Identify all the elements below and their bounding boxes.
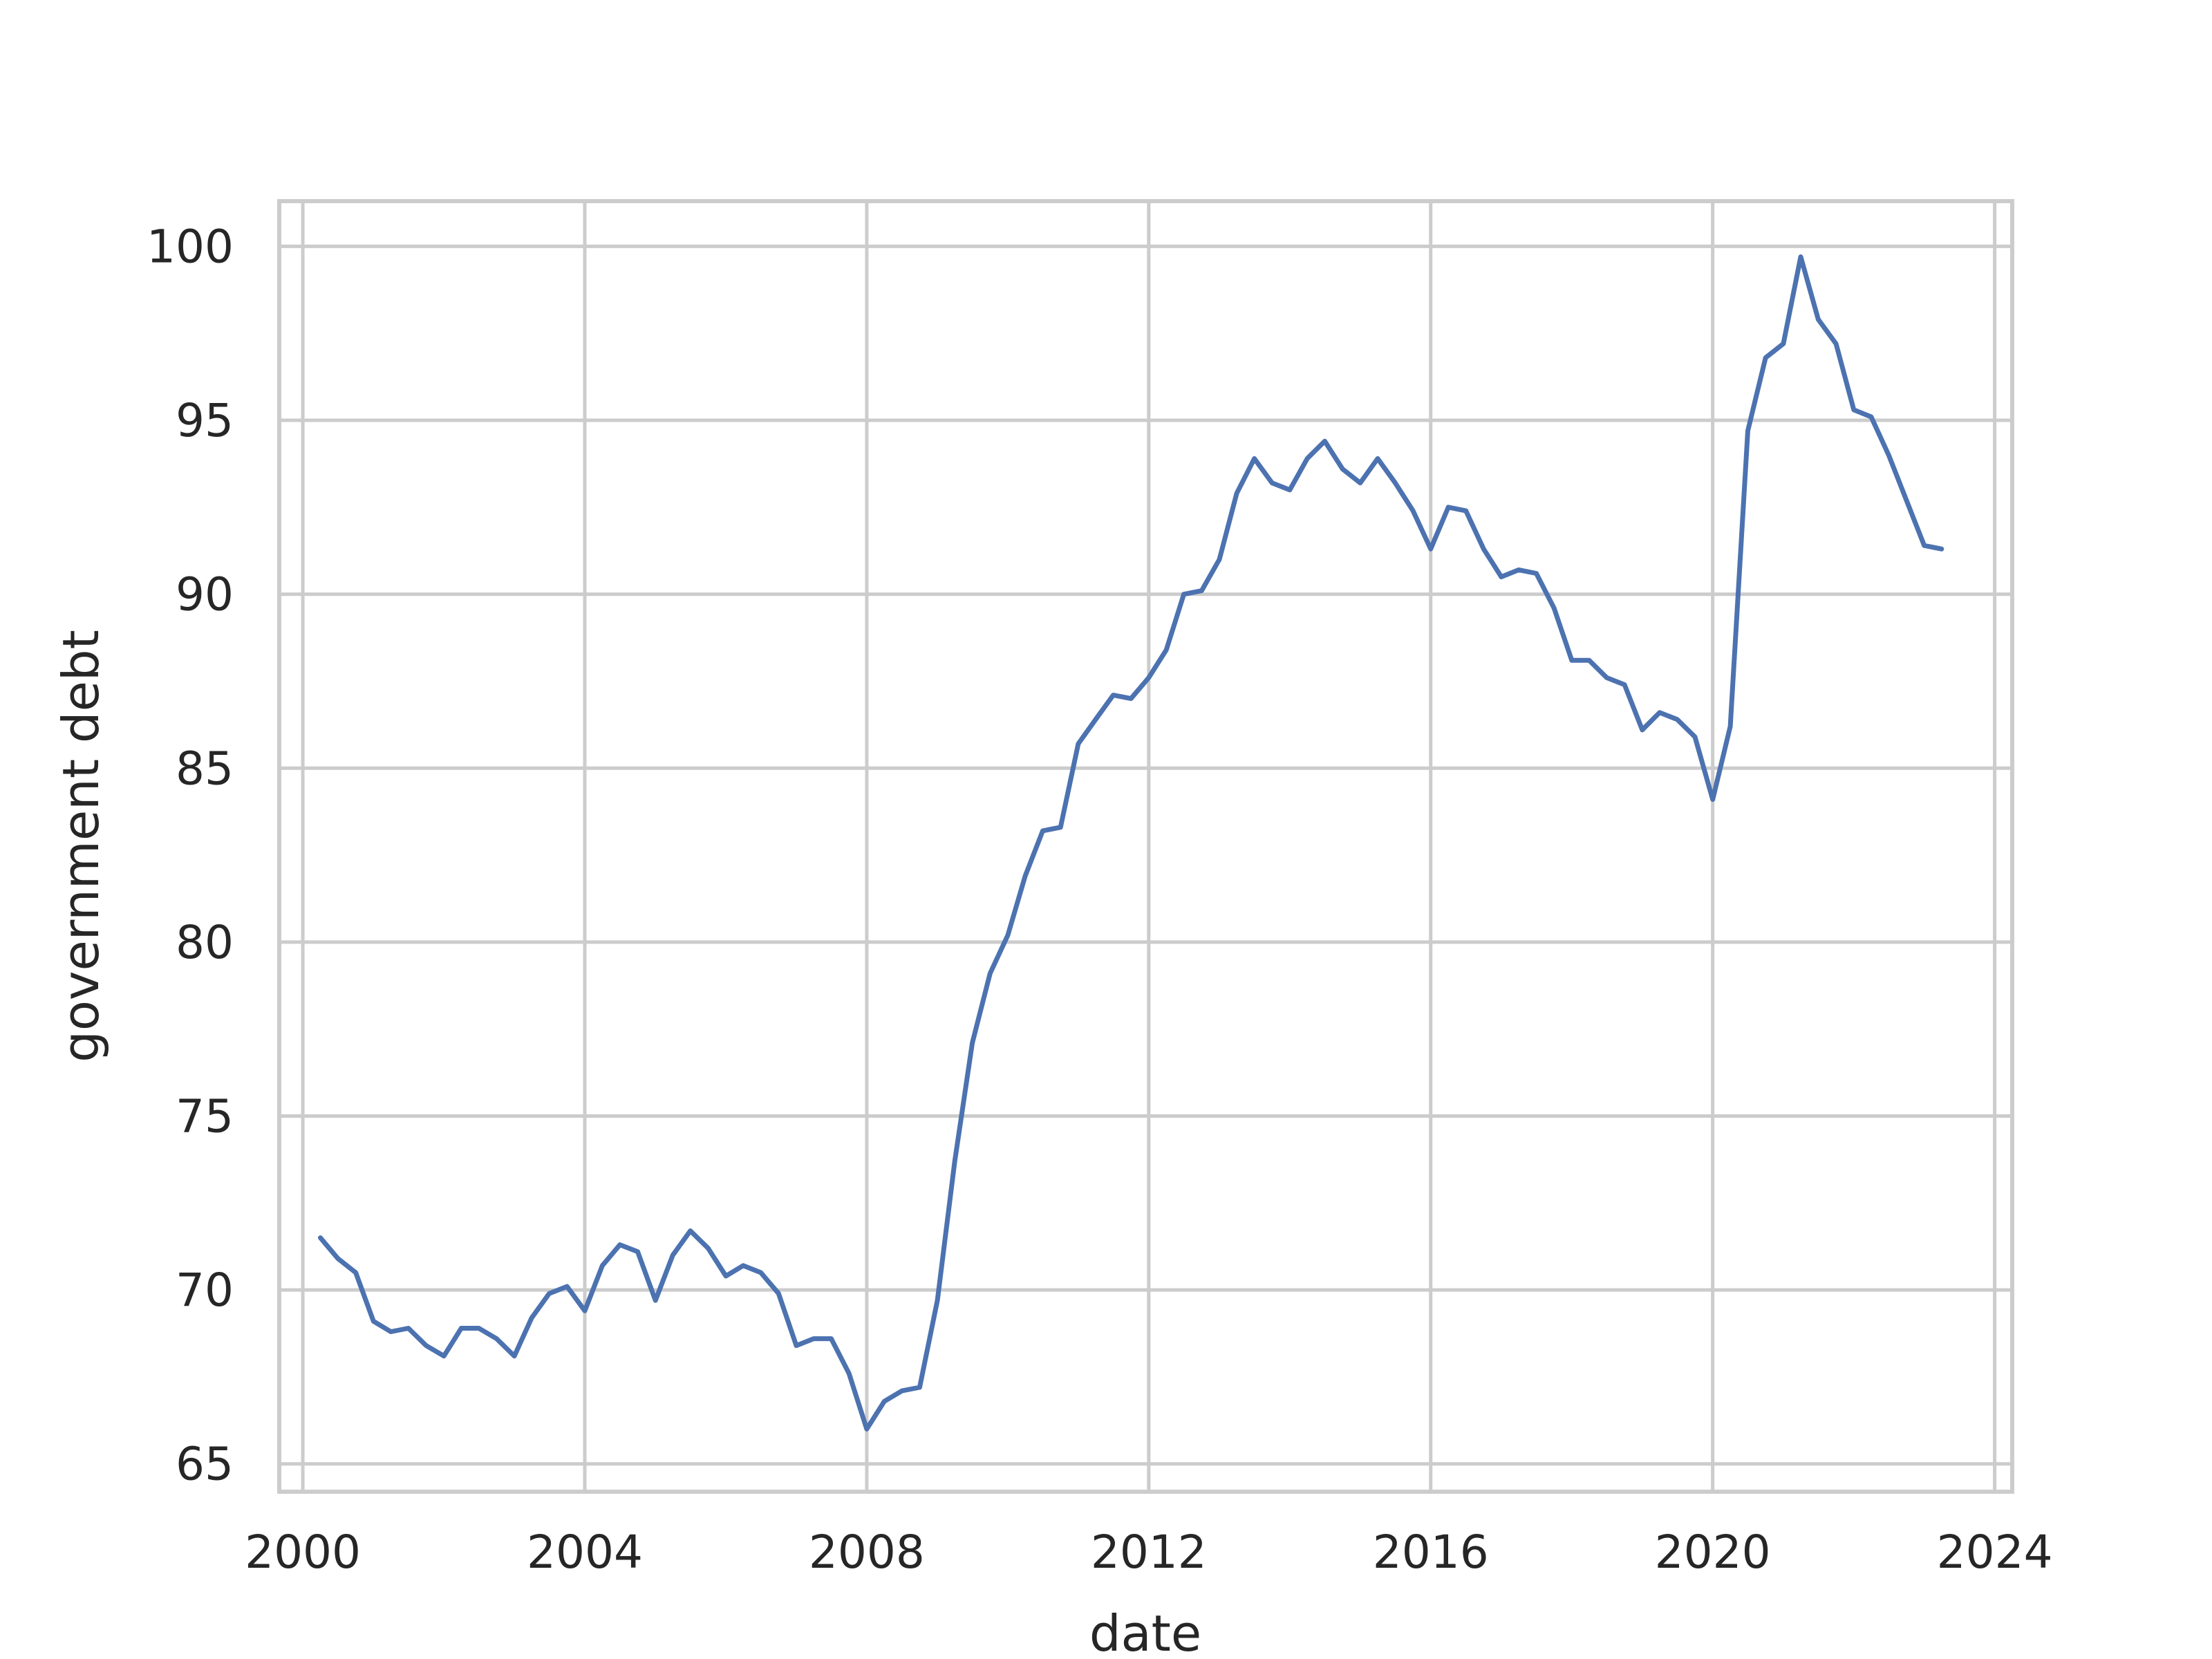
x-tick-label: 2000 xyxy=(245,1526,361,1579)
x-tick-label: 2024 xyxy=(1937,1526,2053,1579)
x-axis-label: date xyxy=(1089,1604,1201,1659)
x-tick-label: 2008 xyxy=(809,1526,925,1579)
y-tick-label: 65 xyxy=(176,1438,234,1491)
y-axis-label: government debt xyxy=(52,630,110,1062)
grid-lines xyxy=(279,201,2012,1492)
y-tick-label: 95 xyxy=(176,394,234,447)
y-tick-labels: 65 70 75 80 85 90 95 100 xyxy=(147,220,234,1490)
series-layer xyxy=(318,254,1944,1432)
x-tick-label: 2016 xyxy=(1373,1526,1489,1579)
x-tick-label: 2004 xyxy=(527,1526,643,1579)
y-tick-label: 85 xyxy=(176,742,234,795)
y-tick-label: 75 xyxy=(176,1090,234,1143)
y-tick-label: 90 xyxy=(176,568,234,621)
y-tick-label: 100 xyxy=(147,220,234,273)
y-tick-label: 70 xyxy=(176,1264,234,1317)
x-tick-label: 2020 xyxy=(1655,1526,1771,1579)
y-tick-label: 80 xyxy=(176,916,234,969)
plot-frame xyxy=(277,199,2014,1494)
x-tick-labels: 2000 2004 2008 2012 2016 2020 2024 xyxy=(245,1526,2052,1579)
series-line-0 xyxy=(318,254,1944,1432)
x-tick-label: 2012 xyxy=(1091,1526,1207,1579)
